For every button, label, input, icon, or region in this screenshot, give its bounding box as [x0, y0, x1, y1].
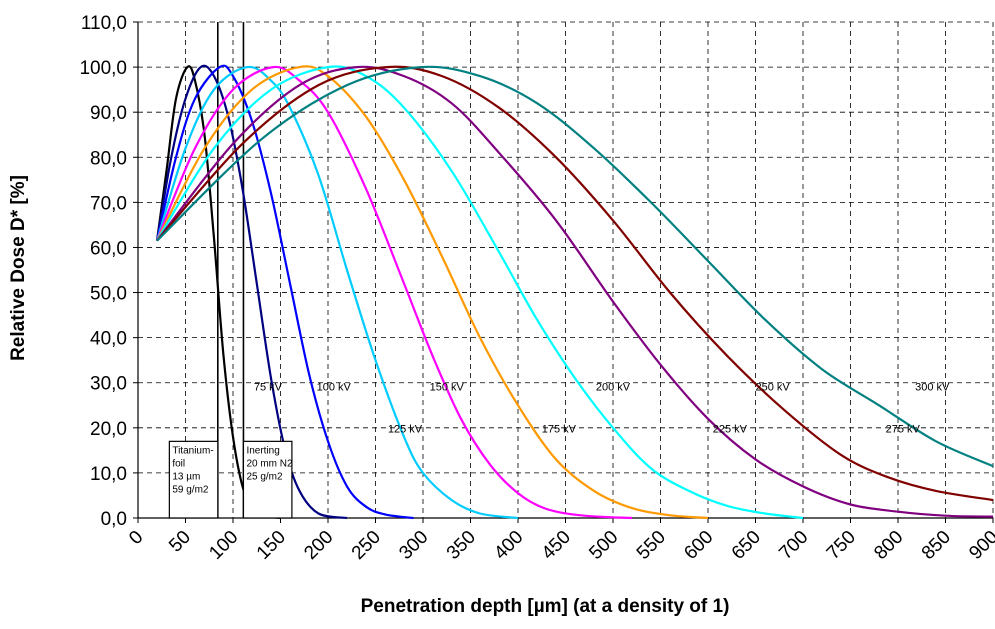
y-tick-label: 90,0 [90, 103, 127, 124]
y-axis-ticks: 0,0 10,0 20,0 30,0 40,0 50,0 60,0 70,0 80,0 90,0 1… [79, 13, 127, 530]
dose-curves [155, 64, 994, 520]
y-tick-label: 60,0 [90, 238, 127, 259]
x-tick-label: 500 [585, 527, 622, 564]
inerting-box [242, 440, 293, 519]
marker-lines [217, 22, 245, 518]
label-250-kv: 250 kV [756, 381, 791, 393]
y-axis-title: Relative Dose D* [%] [8, 175, 29, 361]
y-tick-label: 50,0 [90, 284, 127, 305]
y-tick-label: 70,0 [90, 193, 127, 214]
x-tick-label: 200 [300, 527, 337, 564]
x-tick-label: 100 [205, 527, 242, 564]
inerting-box-text: 20 mm N2 [246, 458, 293, 469]
y-tick-label: 10,0 [90, 464, 127, 485]
label-200-kv: 200 kV [596, 381, 631, 393]
x-tick-label: 300 [395, 527, 432, 564]
label-225-kv: 225 kV [713, 423, 748, 435]
x-tick-label: 550 [633, 527, 670, 564]
chart-grid [138, 21, 994, 518]
voltage-labels: 75 kV 100 kV 150 kV 200 kV 250 kV 300 kV 125 k… [254, 381, 950, 435]
x-tick-label: 50 [165, 527, 195, 557]
x-tick-label: 650 [728, 527, 765, 564]
curve-150-kv [155, 65, 519, 520]
x-tick-label: 750 [823, 527, 860, 564]
label-300-kv: 300 kV [915, 381, 950, 393]
x-tick-label: 600 [680, 527, 717, 564]
x-tick-label: 0 [125, 527, 147, 549]
label-100-kv: 100 kV [317, 381, 352, 393]
curve-200-kv [156, 65, 709, 520]
x-axis-title: Penetration depth [µm] (at a density of … [361, 596, 730, 617]
label-275-kv: 275 kV [886, 423, 921, 435]
x-tick-label: 450 [538, 527, 575, 564]
curve-275-kv [156, 65, 994, 502]
curve-300-kv [156, 65, 994, 468]
x-tick-label: 400 [490, 527, 527, 564]
curve-125-kv [155, 64, 414, 520]
y-tick-label: 110,0 [81, 13, 127, 34]
titanium-foil-box-text: foil [172, 458, 185, 469]
y-tick-label: 100,0 [79, 58, 127, 79]
titanium-foil-box [168, 440, 219, 519]
curve-175-kv [155, 65, 633, 520]
label-150-kv: 150 kV [430, 381, 465, 393]
y-tick-label: 30,0 [90, 374, 127, 395]
y-tick-label: 0,0 [101, 509, 127, 530]
curve-250-kv [156, 65, 994, 518]
label-175-kv: 175 kV [542, 423, 577, 435]
x-tick-label: 900 [965, 527, 995, 564]
x-tick-label: 800 [870, 527, 907, 564]
x-tick-label: 250 [348, 527, 385, 564]
x-tick-label: 700 [775, 527, 812, 564]
curve-225-kv [156, 65, 804, 520]
y-tick-label: 20,0 [90, 419, 127, 440]
inerting-box-text: Inerting [246, 445, 279, 456]
inerting-box-text: 25 g/m2 [246, 471, 283, 482]
x-tick-label: 150 [253, 527, 290, 564]
x-tick-label: 350 [443, 527, 480, 564]
x-axis-ticks: 0 50 100 150 200 250 300 350 400 450 500 550 600 650 7… [125, 527, 995, 564]
label-125-kv: 125 kV [388, 423, 423, 435]
y-tick-label: 80,0 [90, 148, 127, 169]
annotation-boxes: Titanium-foil 13 µm 59 g/m2 Inerting 20 mm N… [168, 440, 293, 519]
y-tick-label: 40,0 [90, 329, 127, 350]
label-75-kv: 75 kV [254, 381, 283, 393]
x-tick-label: 850 [918, 527, 955, 564]
titanium-foil-box-text: 59 g/m2 [172, 484, 209, 495]
titanium-foil-box-text: 13 µm [172, 471, 200, 482]
titanium-foil-box-text: Titanium- [172, 445, 213, 456]
curve-100-kv [155, 64, 348, 520]
